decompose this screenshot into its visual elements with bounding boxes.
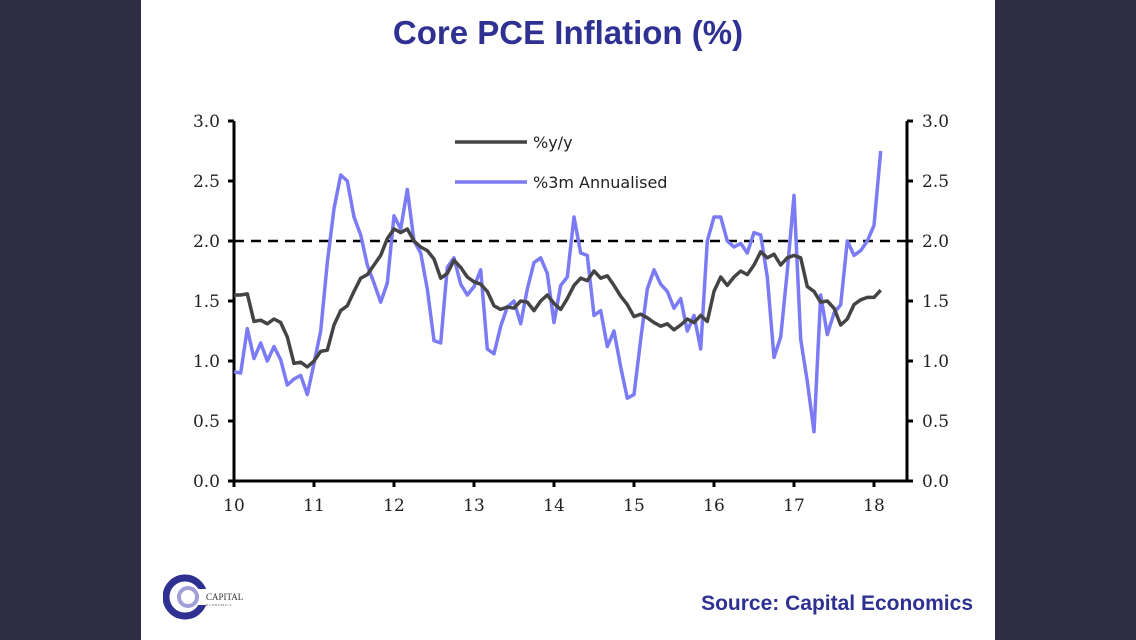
chart-title: Core PCE Inflation (%)	[392, 14, 744, 51]
x-tick-label: 18	[863, 496, 885, 516]
y-tick-label-right: 2.0	[922, 232, 949, 252]
y-tick-label-left: 1.0	[193, 352, 220, 372]
y-tick-label-right: 0.0	[922, 472, 949, 492]
x-tick-label: 12	[383, 496, 405, 516]
series-line-3m-annualised	[233, 150, 883, 434]
capital-economics-logo: CAPITAL ECONOMICS	[163, 574, 243, 620]
logo-e-mark	[177, 586, 199, 608]
x-tick-label: 15	[623, 496, 645, 516]
x-tick-label: 14	[543, 496, 565, 516]
data-points	[233, 150, 881, 432]
legend: %y/y %3m Annualised	[455, 133, 667, 192]
y-tick-label-left: 0.0	[193, 472, 220, 492]
y-tick-label-right: 3.0	[922, 112, 949, 132]
source-note: Source: Capital Economics	[701, 592, 973, 615]
x-tick-label: 13	[463, 496, 485, 516]
axes: 0.0 0.0 0.5 0.5 1.0 1.0 1.5 1.5 2.0 2.0 2.5 2.5 3.0 3…	[193, 112, 949, 516]
chart: 0.0 0.0 0.5 0.5 1.0 1.0 1.5 1.5 2.0 2.0 2.5 2.5 3.0 3…	[193, 112, 949, 516]
logo-text-capital: CAPITAL	[206, 592, 243, 602]
y-tick-label-right: 2.5	[922, 172, 949, 192]
x-tick-label: 16	[703, 496, 725, 516]
slide: Core PCE Inflation (%) 0.0 0.0 0.5 0.5 1.0 1.…	[141, 0, 995, 640]
y-tick-label-left: 3.0	[193, 112, 220, 132]
legend-label-3m: %3m Annualised	[533, 173, 667, 192]
x-tick-label: 17	[783, 496, 805, 516]
x-tick-label: 10	[223, 496, 245, 516]
y-tick-label-right: 0.5	[922, 412, 949, 432]
y-tick-label-left: 0.5	[193, 412, 220, 432]
series-line-yy	[234, 227, 882, 369]
y-tick-label-left: 1.5	[193, 292, 220, 312]
y-tick-label-right: 1.0	[922, 352, 949, 372]
logo-text-economics: ECONOMICS	[206, 603, 232, 607]
legend-label-yy: %y/y	[533, 133, 573, 152]
y-tick-label-left: 2.5	[193, 172, 220, 192]
x-tick-label: 11	[303, 496, 325, 516]
y-tick-label-left: 2.0	[193, 232, 220, 252]
y-tick-label-right: 1.5	[922, 292, 949, 312]
